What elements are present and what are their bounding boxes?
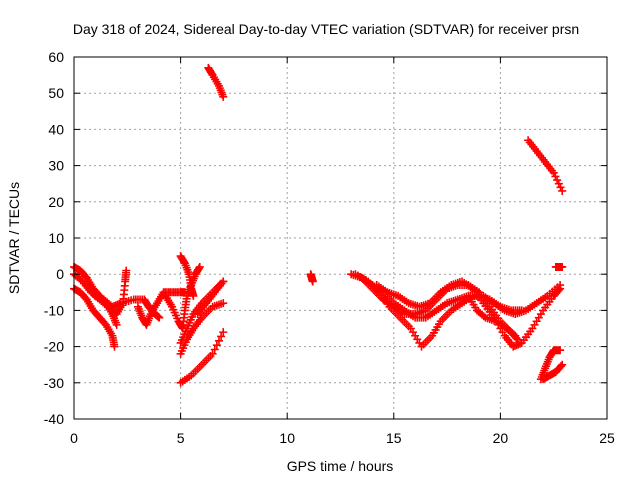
data-point xyxy=(155,313,164,322)
series-arc-h xyxy=(176,328,228,387)
data-point xyxy=(558,186,567,195)
axis-ticks xyxy=(73,56,608,420)
data-point xyxy=(189,291,198,300)
data-point xyxy=(195,262,204,271)
data-point xyxy=(551,172,560,181)
series-arc-v xyxy=(551,262,567,271)
data-point xyxy=(194,264,203,273)
y-tick-label: -40 xyxy=(44,411,64,427)
data-point xyxy=(553,176,562,185)
y-tick-label: 0 xyxy=(56,266,64,282)
data-point xyxy=(556,284,565,293)
data-point xyxy=(208,349,217,358)
series-arc-t xyxy=(536,346,565,384)
series-arc-l xyxy=(204,63,228,101)
y-tick-label: -20 xyxy=(44,339,64,355)
data-point xyxy=(308,277,317,286)
series-arc-g xyxy=(176,252,198,300)
x-tick-label: 0 xyxy=(70,430,78,446)
series-arc-f xyxy=(161,262,204,333)
series-arc-u xyxy=(539,360,567,384)
x-tick-label: 20 xyxy=(493,430,509,446)
data-point xyxy=(554,179,563,188)
y-tick-label: 10 xyxy=(48,230,64,246)
data-point xyxy=(549,168,558,177)
data-point xyxy=(558,360,567,369)
y-tick-labels: -40 -30 -20 -10 0 10 20 30 40 50 60 xyxy=(44,49,64,427)
data-point xyxy=(556,346,565,355)
x-tick-label: 5 xyxy=(177,430,185,446)
x-tick-label: 25 xyxy=(599,430,615,446)
series-arc-e xyxy=(133,288,189,329)
data-point xyxy=(212,341,221,350)
y-tick-label: -10 xyxy=(44,302,64,318)
data-point xyxy=(122,266,131,275)
y-tick-label: 60 xyxy=(48,49,64,65)
data-point xyxy=(214,336,223,345)
series-arc-m xyxy=(306,270,317,286)
data-point xyxy=(556,183,565,192)
data-point xyxy=(110,342,119,351)
series-arc-b xyxy=(70,284,119,351)
y-tick-label: 30 xyxy=(48,158,64,174)
chart-title: Day 318 of 2024, Sidereal Day-to-day VTE… xyxy=(73,21,579,37)
series-arc-i xyxy=(176,299,228,358)
x-axis-label: GPS time / hours xyxy=(287,458,394,474)
series-arc-s xyxy=(524,136,567,195)
data-point xyxy=(554,286,563,295)
series-arc-q xyxy=(372,277,565,351)
y-tick-label: 50 xyxy=(48,85,64,101)
data-point xyxy=(219,92,228,101)
data-point xyxy=(219,299,228,308)
data-point xyxy=(112,320,121,329)
data-point xyxy=(219,277,228,286)
y-tick-label: 20 xyxy=(48,194,64,210)
grid-lines xyxy=(74,57,607,419)
data-point xyxy=(210,345,219,354)
data-point xyxy=(509,330,518,339)
data-point xyxy=(511,331,520,340)
series-arc-r xyxy=(464,291,520,340)
y-tick-label: 40 xyxy=(48,121,64,137)
data-marks xyxy=(70,63,567,387)
data-point xyxy=(217,332,226,341)
data-point xyxy=(556,362,565,371)
series-arc-k xyxy=(193,277,228,319)
x-tick-label: 10 xyxy=(279,430,295,446)
data-point xyxy=(180,257,189,266)
y-axis-label: SDTVAR / TECUs xyxy=(6,182,22,294)
y-tick-label: -30 xyxy=(44,375,64,391)
x-tick-labels: 0 5 10 15 20 25 xyxy=(70,430,615,446)
x-tick-label: 15 xyxy=(386,430,402,446)
data-point xyxy=(558,262,567,271)
data-point xyxy=(219,328,228,337)
